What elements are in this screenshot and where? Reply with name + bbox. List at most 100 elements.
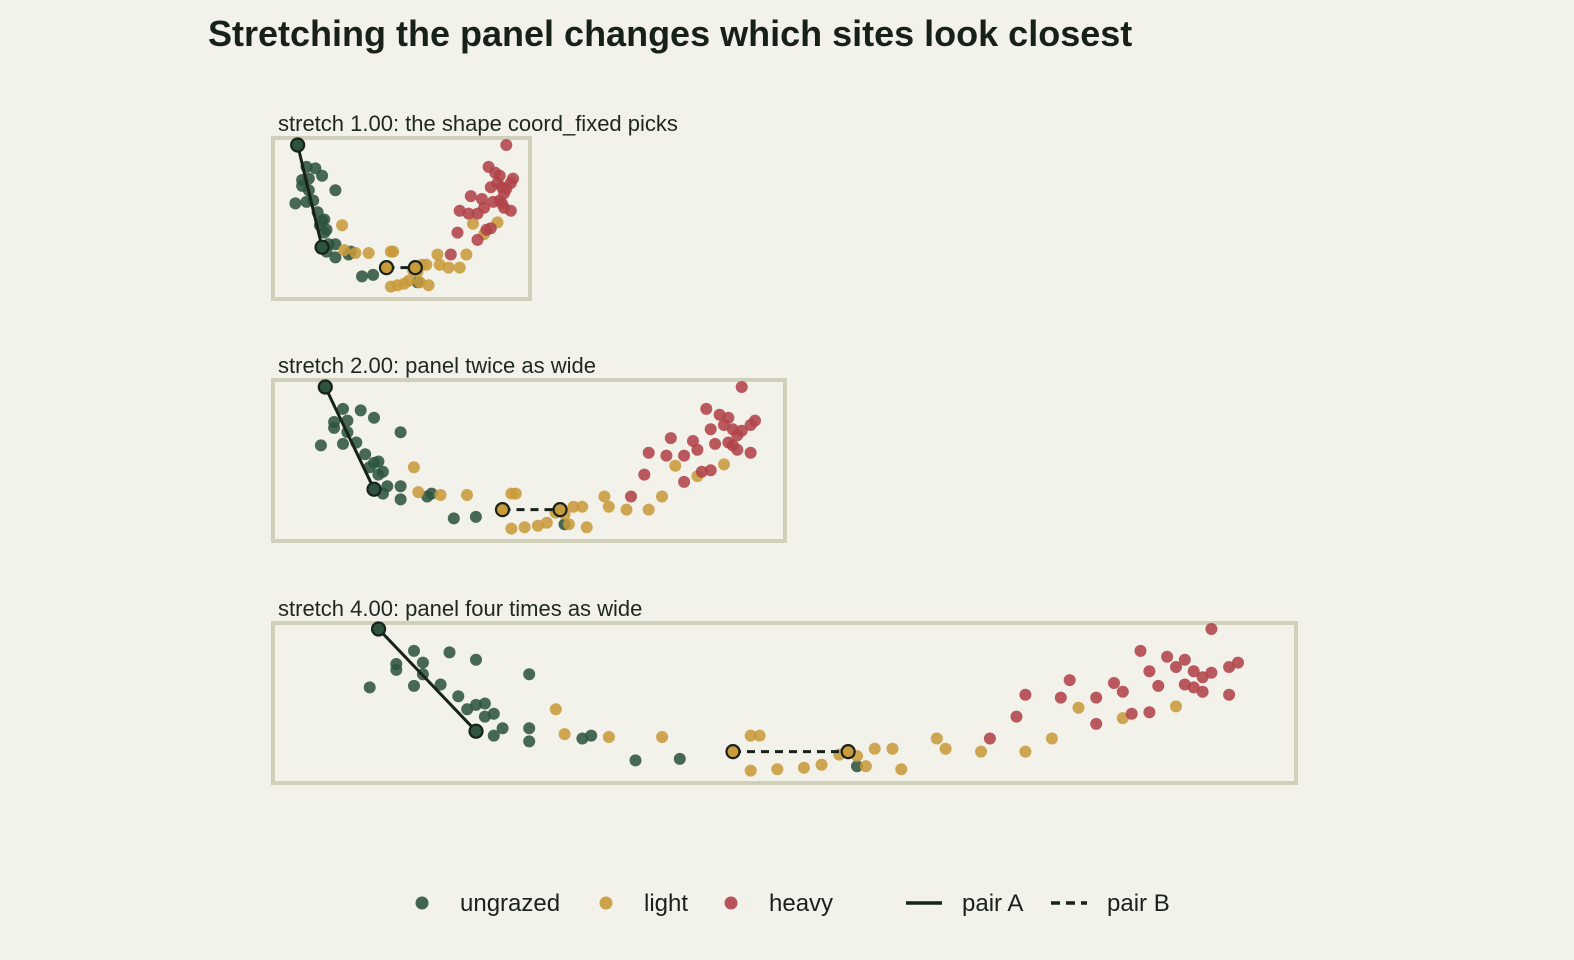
panel-2-point-light-4	[434, 489, 447, 501]
panel-1-point-ungrazed-17	[329, 238, 342, 251]
panel-3-point-ungrazed-10	[523, 668, 536, 681]
panel-3-border	[271, 621, 1298, 785]
panel-2-point-ungrazed-26	[469, 510, 482, 523]
panel-2-point-ungrazed-1	[337, 402, 349, 415]
panel-1-point-heavy-23	[453, 204, 466, 217]
panel-2-point-heavy-17	[709, 437, 722, 450]
panel-1-point-light-20	[460, 248, 473, 261]
panel-1-point-ungrazed-25	[356, 270, 368, 283]
panel-3-point-heavy-17	[1152, 679, 1165, 692]
panel-3-pair-b-end-point	[840, 744, 856, 760]
panel-2-point-heavy-11	[718, 419, 730, 431]
panel-1-point-ungrazed-10	[329, 184, 342, 197]
panel-3-point-light-7	[753, 729, 766, 742]
panel-3-point-ungrazed-26	[673, 752, 686, 765]
panel-1-pair-a-end-point	[314, 239, 330, 255]
panel-2-point-light-5	[461, 489, 473, 501]
panel-1-point-light-25	[422, 279, 435, 292]
panel-1-point-light-18	[442, 261, 455, 274]
panel-1-point-heavy-12	[464, 190, 477, 203]
panel-3-point-heavy-20	[1143, 706, 1156, 719]
panel-1-point-heavy-10	[507, 172, 519, 185]
panel-2-point-light-16	[598, 490, 611, 503]
panel-2-point-light-8	[505, 522, 518, 535]
panel-3-point-light-5	[656, 731, 669, 743]
panel-2-point-light-18	[620, 503, 633, 516]
panel-3-point-light-18	[975, 745, 988, 758]
panel-2-point-light-15	[576, 500, 589, 513]
panel-3-point-heavy-24	[1010, 710, 1023, 723]
panel-3-point-light-4	[602, 731, 615, 743]
panel-2-pair-b-start-point	[494, 502, 511, 518]
panel-1-point-ungrazed-5	[316, 169, 329, 182]
panel-2-point-light-17	[602, 500, 615, 513]
panel-3-point-heavy-15	[1090, 691, 1103, 704]
panel-1-point-light-4	[349, 247, 362, 259]
panel-2-point-heavy-25	[625, 490, 637, 503]
panel-3-pair-a-line	[377, 627, 478, 733]
panel-2-pair-a-start-point	[317, 379, 333, 395]
panel-1-point-heavy-8	[498, 187, 511, 200]
panel-2-point-light-21	[669, 459, 682, 472]
panel-3-point-light-15	[886, 742, 899, 755]
panel-3-point-ungrazed-9	[408, 679, 420, 692]
panel-2: stretch 2.00: panel twice as wide	[271, 353, 787, 543]
legend-heavy-swatch	[724, 896, 738, 910]
panel-2-point-light-19	[642, 503, 655, 516]
panel-3-point-light-8	[744, 764, 757, 777]
panel-1-border	[271, 136, 532, 301]
panel-3-point-light-9	[771, 763, 784, 776]
panel-2-point-ungrazed-11	[314, 439, 327, 452]
panel-3-point-heavy-0	[1205, 623, 1218, 635]
panel-2-point-light-23	[718, 458, 730, 471]
panel-1-point-heavy-0	[500, 139, 513, 151]
panel-2-point-light-24	[562, 518, 575, 531]
panel-1-point-light-2	[336, 219, 349, 232]
panel-3-point-heavy-8	[1196, 671, 1209, 684]
panel-1-point-light-16	[431, 248, 444, 261]
panel-3-point-ungrazed-6	[390, 663, 403, 676]
panel-1-point-light-21	[467, 217, 479, 230]
panel-1-point-heavy-16	[478, 201, 491, 214]
panel-1-pair-b-start-point	[378, 260, 395, 276]
legend-ungrazed-swatch	[415, 896, 429, 910]
panel-2-pair-b-end-point	[552, 502, 568, 518]
panel-3-point-heavy-4	[1143, 665, 1156, 678]
panel-3-point-ungrazed-12	[452, 690, 465, 703]
panel-1-point-ungrazed-19	[329, 251, 342, 264]
panel-2-point-heavy-1	[700, 402, 713, 415]
panel-3-point-heavy-26	[1196, 685, 1209, 698]
panel-3-point-light-6	[744, 729, 757, 742]
panel-2-point-light-3	[412, 486, 425, 499]
panel-3-label: stretch 4.00: panel four times as wide	[278, 596, 642, 621]
panel-1-point-ungrazed-26	[367, 268, 380, 281]
panel-1-point-heavy-26	[498, 201, 511, 214]
panel-3-point-heavy-14	[1054, 691, 1067, 704]
panel-2-point-light-7	[509, 487, 522, 500]
panel-2-point-light-11	[540, 516, 553, 529]
panel-2-point-heavy-26	[731, 443, 744, 456]
panel-1-point-light-11	[402, 274, 415, 287]
panel-3-point-ungrazed-4	[416, 656, 429, 669]
panel-3-point-ungrazed-1	[408, 644, 420, 657]
panel-1-point-heavy-22	[471, 233, 484, 246]
panel-1-point-ungrazed-11	[289, 197, 302, 210]
legend: ungrazed light heavy pair A pair B	[415, 890, 1170, 917]
panel-3-point-ungrazed-27	[851, 760, 863, 773]
panel-1-label: stretch 1.00: the shape coord_fixed pick…	[278, 111, 678, 136]
panel-2-point-heavy-20	[704, 464, 717, 477]
panel-2-point-ungrazed-19	[394, 493, 407, 506]
panel-3-plot-area	[363, 621, 1244, 777]
panel-2-point-light-25	[580, 521, 593, 534]
panel-2-point-ungrazed-6	[328, 421, 341, 434]
panel-3-point-light-2	[549, 703, 562, 716]
panel-3-point-heavy-19	[1187, 681, 1200, 694]
panel-3-point-heavy-11	[1170, 661, 1182, 673]
panel-2-point-ungrazed-25	[447, 512, 460, 525]
panel-3-point-ungrazed-14	[478, 697, 491, 710]
panel-3-point-ungrazed-5	[470, 653, 482, 666]
panel-3-point-heavy-21	[1125, 707, 1138, 720]
panel-2-point-heavy-22	[678, 475, 691, 488]
